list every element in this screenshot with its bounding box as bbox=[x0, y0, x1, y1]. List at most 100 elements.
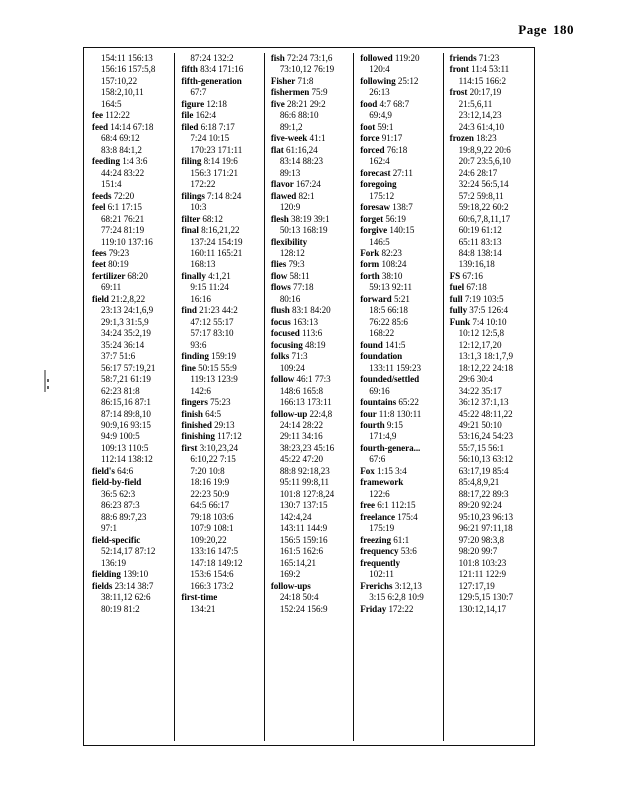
index-references: 56:17 57:19,21 bbox=[101, 362, 156, 373]
index-term: front bbox=[449, 64, 469, 75]
index-entry-continuation: 171:4,9 bbox=[360, 431, 439, 442]
index-entry-continuation: 156:5 159:16 bbox=[271, 535, 350, 546]
index-entry-continuation: 136:19 bbox=[92, 558, 171, 569]
index-entry: fourth-genera... bbox=[360, 443, 439, 454]
index-references: 6:1 112:15 bbox=[377, 500, 416, 511]
index-entry-continuation: 56:10,13 63:12 bbox=[450, 454, 529, 465]
index-entry-continuation: 69:4,9 bbox=[360, 110, 439, 121]
index-term: forecast bbox=[360, 167, 391, 178]
index-entry-continuation: 161:5 162:6 bbox=[271, 546, 350, 557]
index-entry-continuation: 109:24 bbox=[271, 363, 350, 374]
index-term: fountains bbox=[360, 397, 397, 408]
index-entry: field's 64:6 bbox=[92, 466, 171, 477]
index-entry-continuation: 101:8 103:23 bbox=[450, 558, 529, 569]
index-column-body: friends 71:23 front 11:4 53:11 114:15 166:… bbox=[447, 53, 529, 615]
index-references: 166:13 173:11 bbox=[279, 397, 332, 408]
index-references: 156:5 159:16 bbox=[279, 534, 328, 545]
index-entry: fully 37:5 126:4 bbox=[450, 305, 529, 316]
index-entry-continuation: 22:23 50:9 bbox=[181, 489, 260, 500]
index-references: 14:14 67:18 bbox=[110, 121, 154, 132]
index-entry-continuation: 10:3 bbox=[181, 202, 260, 213]
index-references: 10:3 bbox=[190, 202, 207, 213]
index-entry-continuation: 10:12 12:5,8 bbox=[450, 328, 529, 339]
index-entry-continuation: 166:3 173:2 bbox=[181, 581, 260, 592]
index-entry-continuation: 7:20 10:8 bbox=[181, 466, 260, 477]
index-entry-continuation: 89:1,2 bbox=[271, 122, 350, 133]
index-references: 5:21 bbox=[393, 293, 410, 304]
index-term: full bbox=[449, 293, 463, 304]
index-entry-continuation: 64:5 66:17 bbox=[181, 500, 260, 511]
index-references: 88:6 89:7,23 bbox=[101, 511, 147, 522]
index-term: framework bbox=[360, 477, 404, 488]
index-entry-continuation: 89:20 92:24 bbox=[450, 500, 529, 511]
index-references: 101:8 103:23 bbox=[458, 557, 507, 568]
index-references: 23:12,14,23 bbox=[458, 110, 502, 121]
index-references: 38:11,12 62:6 bbox=[101, 592, 151, 603]
index-references: 18:23 bbox=[476, 133, 497, 144]
index-entry-continuation: 58:7,21 61:19 bbox=[92, 374, 171, 385]
index-entry: forward 5:21 bbox=[360, 294, 439, 305]
index-entry-continuation: 45:22 48:11,22 bbox=[450, 409, 529, 420]
index-entry-continuation: 122:6 bbox=[360, 489, 439, 500]
index-references: 127:17,19 bbox=[458, 580, 495, 591]
index-references: 13:1,3 18:1,7,9 bbox=[458, 351, 513, 362]
index-entry: front 11:4 53:11 bbox=[450, 64, 529, 75]
index-entry: follow 46:1 77:3 bbox=[271, 374, 350, 385]
index-column: 87:24 132:2 fifth 83:4 171:16 fifth-genera… bbox=[174, 53, 263, 741]
index-term: flavor bbox=[270, 179, 294, 190]
index-references: 47:12 55:17 bbox=[190, 316, 234, 327]
index-references: 170:23 171:11 bbox=[190, 144, 243, 155]
index-references: 29:1,3 31:5,9 bbox=[101, 316, 149, 327]
index-entry: Frerichs 3:12,13 bbox=[360, 581, 439, 592]
index-entry: field 21:2,8,22 bbox=[92, 294, 171, 305]
index-entry: flavor 167:24 bbox=[271, 179, 350, 190]
index-references: 49:21 50:10 bbox=[458, 420, 502, 430]
index-entry-continuation: 152:24 156:9 bbox=[271, 604, 350, 615]
index-entry: focusing 48:19 bbox=[271, 340, 350, 351]
index-references: 89:1,2 bbox=[279, 121, 303, 132]
index-entry-continuation: 151:4 bbox=[92, 179, 171, 190]
index-term: following bbox=[360, 75, 396, 86]
index-entry: fertilizer 68:20 bbox=[92, 271, 171, 282]
index-references: 71:3 bbox=[291, 351, 308, 362]
index-term: fifth-generation bbox=[181, 75, 242, 86]
index-references: 6:10,22 7:15 bbox=[190, 454, 236, 465]
index-entry: fifth 83:4 171:16 bbox=[181, 64, 260, 75]
index-references: 156:16 157:5,8 bbox=[101, 64, 156, 75]
index-entry: fountains 65:22 bbox=[360, 397, 439, 408]
index-entry-continuation: 23:13 24:1,6,9 bbox=[92, 305, 171, 316]
index-entry: force 91:17 bbox=[360, 133, 439, 144]
index-entry-continuation: 168:13 bbox=[181, 259, 260, 270]
index-term: feel bbox=[92, 202, 106, 213]
index-term: friends bbox=[449, 53, 477, 63]
index-entry-continuation: 23:12,14,23 bbox=[450, 110, 529, 121]
index-term: Fox bbox=[360, 465, 375, 476]
index-references: 68:12 bbox=[202, 213, 223, 224]
index-references: 168:13 bbox=[190, 259, 216, 270]
index-entry-continuation: 88:17,22 89:3 bbox=[450, 489, 529, 500]
index-entry: following 25:12 bbox=[360, 76, 439, 87]
index-references: 57:17 83:10 bbox=[190, 328, 234, 339]
index-entry: forgive 140:15 bbox=[360, 225, 439, 236]
index-references: 134:21 bbox=[190, 603, 216, 614]
index-references: 23:13 24:1,6,9 bbox=[101, 305, 154, 316]
index-references: 89:13 bbox=[279, 167, 301, 178]
index-references: 56:10,13 63:12 bbox=[458, 454, 513, 465]
index-entry-continuation: 38:11,12 62:6 bbox=[92, 592, 171, 603]
index-references: 87:24 132:2 bbox=[190, 53, 234, 63]
index-references: 95:10,23 96:13 bbox=[458, 511, 513, 522]
index-references: 175:12 bbox=[369, 190, 395, 201]
index-term: flesh bbox=[270, 213, 289, 224]
index-entry: framework bbox=[360, 477, 439, 488]
index-entry: frost 20:17,19 bbox=[450, 87, 529, 98]
index-references: 167:24 bbox=[295, 179, 321, 190]
index-entry-continuation: 157:10,22 bbox=[92, 76, 171, 87]
index-column-body: followed 119:20 120:4 following 25:12 26:13… bbox=[357, 53, 439, 615]
index-references: 142:6 bbox=[190, 385, 211, 396]
index-references: 29:11 34:16 bbox=[279, 431, 323, 442]
index-entry-continuation: 158:2,10,11 bbox=[92, 87, 171, 98]
index-references: 160:11 165:21 bbox=[190, 247, 243, 258]
index-entry: finishing 117:12 bbox=[181, 431, 260, 442]
index-references: 23:14 38:7 bbox=[114, 580, 154, 591]
index-references: 77:18 bbox=[293, 282, 314, 293]
